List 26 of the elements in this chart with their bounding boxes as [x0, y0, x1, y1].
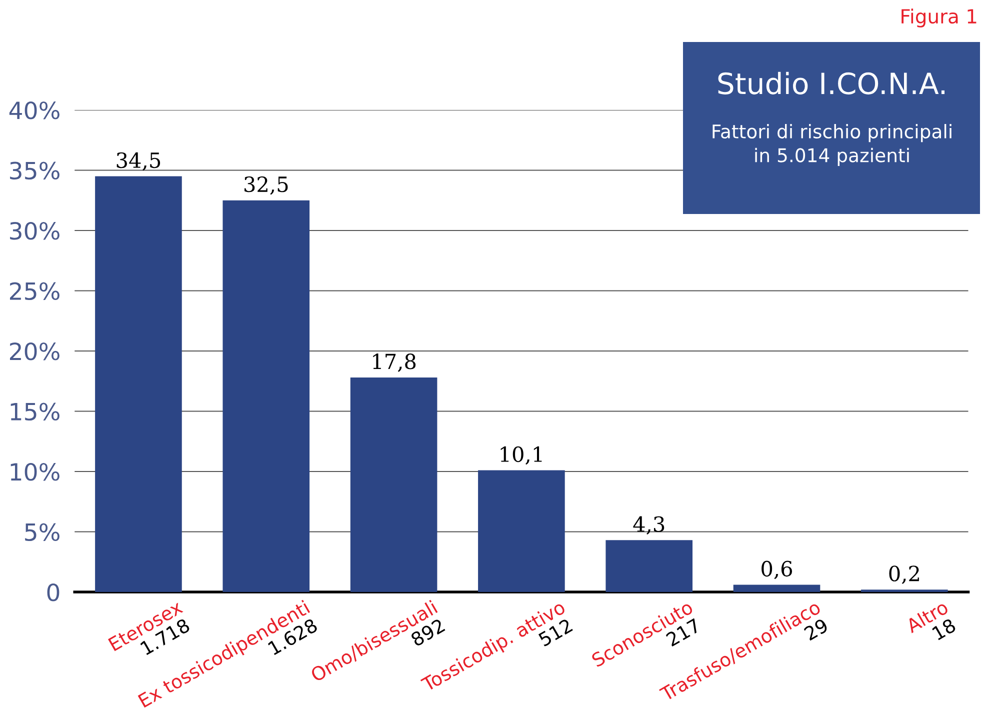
y-tick-label: 35%: [10, 162, 60, 180]
y-tick-label: 15%: [10, 402, 60, 421]
text: Figura 1: [902, 8, 976, 28]
y-tick-label: 30%: [10, 222, 60, 240]
bar: [478, 470, 565, 592]
text: Fattori di rischio principali in 5.014 pazienti: [712, 124, 952, 166]
bar: [222, 200, 310, 592]
bar: [733, 584, 820, 592]
data-label: 10,1: [500, 446, 542, 465]
chart-title: Studio I.CO.N.A.: [718, 72, 944, 94]
y-tick-label: 20%: [10, 342, 60, 360]
bar: [350, 378, 438, 592]
data-label: 4,3: [633, 516, 664, 535]
data-label: 0,2: [889, 566, 919, 584]
data-label: 34,5: [116, 152, 160, 171]
data-label: 32,5: [244, 176, 288, 195]
data-label: 17,8: [373, 354, 416, 372]
y-tick-label: 0: [47, 583, 60, 602]
y-tick-label: 5%: [25, 523, 60, 542]
bar: [606, 540, 693, 592]
y-tick-label: 40%: [9, 101, 60, 120]
bar: [95, 176, 182, 592]
y-tick-label: 10%: [10, 462, 60, 481]
data-label: 0,6: [762, 560, 792, 580]
y-tick-label: 25%: [10, 282, 60, 300]
x-tick-label: Altro 18: [904, 599, 957, 640]
